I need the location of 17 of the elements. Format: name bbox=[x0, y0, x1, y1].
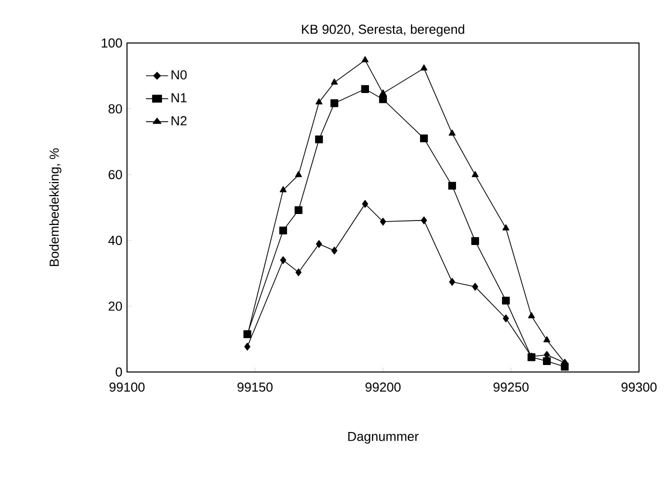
x-tick-label: 99150 bbox=[238, 382, 273, 392]
x-tick-label: 99100 bbox=[110, 382, 145, 392]
y-tick-label: 80 bbox=[108, 104, 122, 114]
legend-label: N2 bbox=[172, 116, 187, 126]
legend-label: N1 bbox=[172, 93, 187, 102]
y-tick-label: 0 bbox=[116, 367, 122, 377]
y-tick-label: 100 bbox=[102, 38, 122, 48]
x-tick-label: 99200 bbox=[366, 382, 401, 392]
legend-label: N0 bbox=[172, 70, 187, 80]
y-tick-label: 20 bbox=[108, 302, 122, 311]
x-axis-title: Dagnummer bbox=[348, 432, 419, 444]
y-tick-label: 60 bbox=[108, 170, 122, 180]
y-axis-title: Bodembedekking, % bbox=[49, 148, 62, 266]
x-tick-label: 99300 bbox=[622, 382, 657, 392]
x-tick-label: 99250 bbox=[494, 382, 529, 392]
chart-title: KB 9020, Seresta, beregend bbox=[302, 24, 464, 36]
y-tick-label: 40 bbox=[108, 236, 122, 245]
